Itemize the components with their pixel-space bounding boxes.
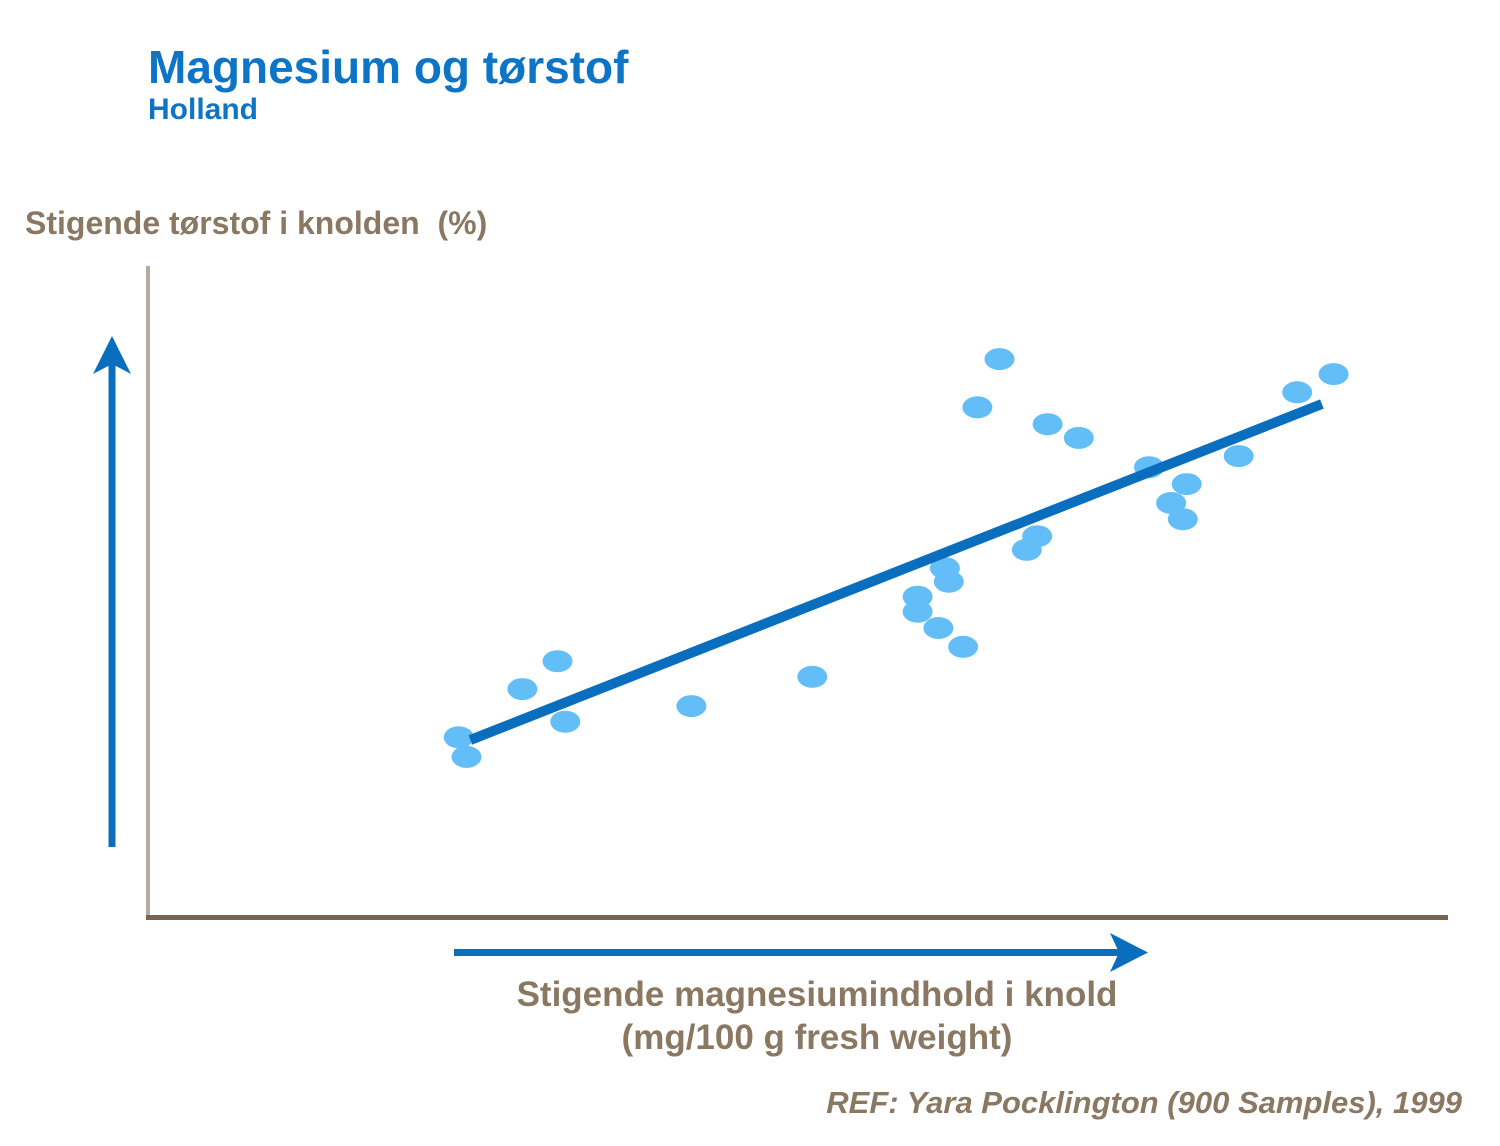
data-point — [1022, 525, 1053, 548]
data-point — [1171, 473, 1202, 496]
data-point — [1223, 445, 1254, 468]
data-point — [550, 710, 581, 733]
x-axis-direction-arrow-icon — [454, 933, 1148, 972]
x-axis-label-line1: Stigende magnesiumindhold i knold — [516, 975, 1118, 1014]
title-block: Magnesium og tørstof Holland — [148, 42, 628, 127]
data-point — [1063, 426, 1094, 449]
data-point — [962, 396, 993, 419]
scatter-points — [443, 348, 1349, 768]
x-axis-line — [146, 915, 1448, 920]
data-point — [451, 745, 482, 768]
data-point — [507, 678, 538, 701]
data-point — [1167, 508, 1198, 531]
y-axis-label: Stigende tørstof i knolden (%) — [25, 205, 488, 241]
data-point — [902, 600, 933, 623]
data-point — [443, 726, 474, 749]
data-point — [948, 635, 979, 658]
y-axis-line — [146, 266, 150, 917]
data-point — [676, 695, 707, 718]
data-point — [923, 617, 954, 639]
data-point — [797, 665, 828, 688]
reference-note: REF: Yara Pocklington (900 Samples), 199… — [826, 1085, 1462, 1120]
x-axis-label-line2: (mg/100 g fresh weight) — [621, 1017, 1013, 1057]
data-point — [542, 650, 573, 673]
data-point — [1282, 381, 1313, 404]
x-axis-label: Stigende magnesiumindhold i knold (mg/10… — [467, 974, 1167, 1059]
y-axis-direction-arrow-icon — [93, 336, 131, 847]
data-point — [984, 348, 1015, 371]
data-point — [1032, 413, 1063, 436]
data-point — [933, 570, 964, 593]
trend-line — [468, 399, 1324, 745]
page-title: Magnesium og tørstof — [148, 41, 629, 93]
page-subtitle: Holland — [148, 92, 258, 126]
data-point — [1156, 492, 1187, 514]
data-point — [1318, 363, 1349, 386]
